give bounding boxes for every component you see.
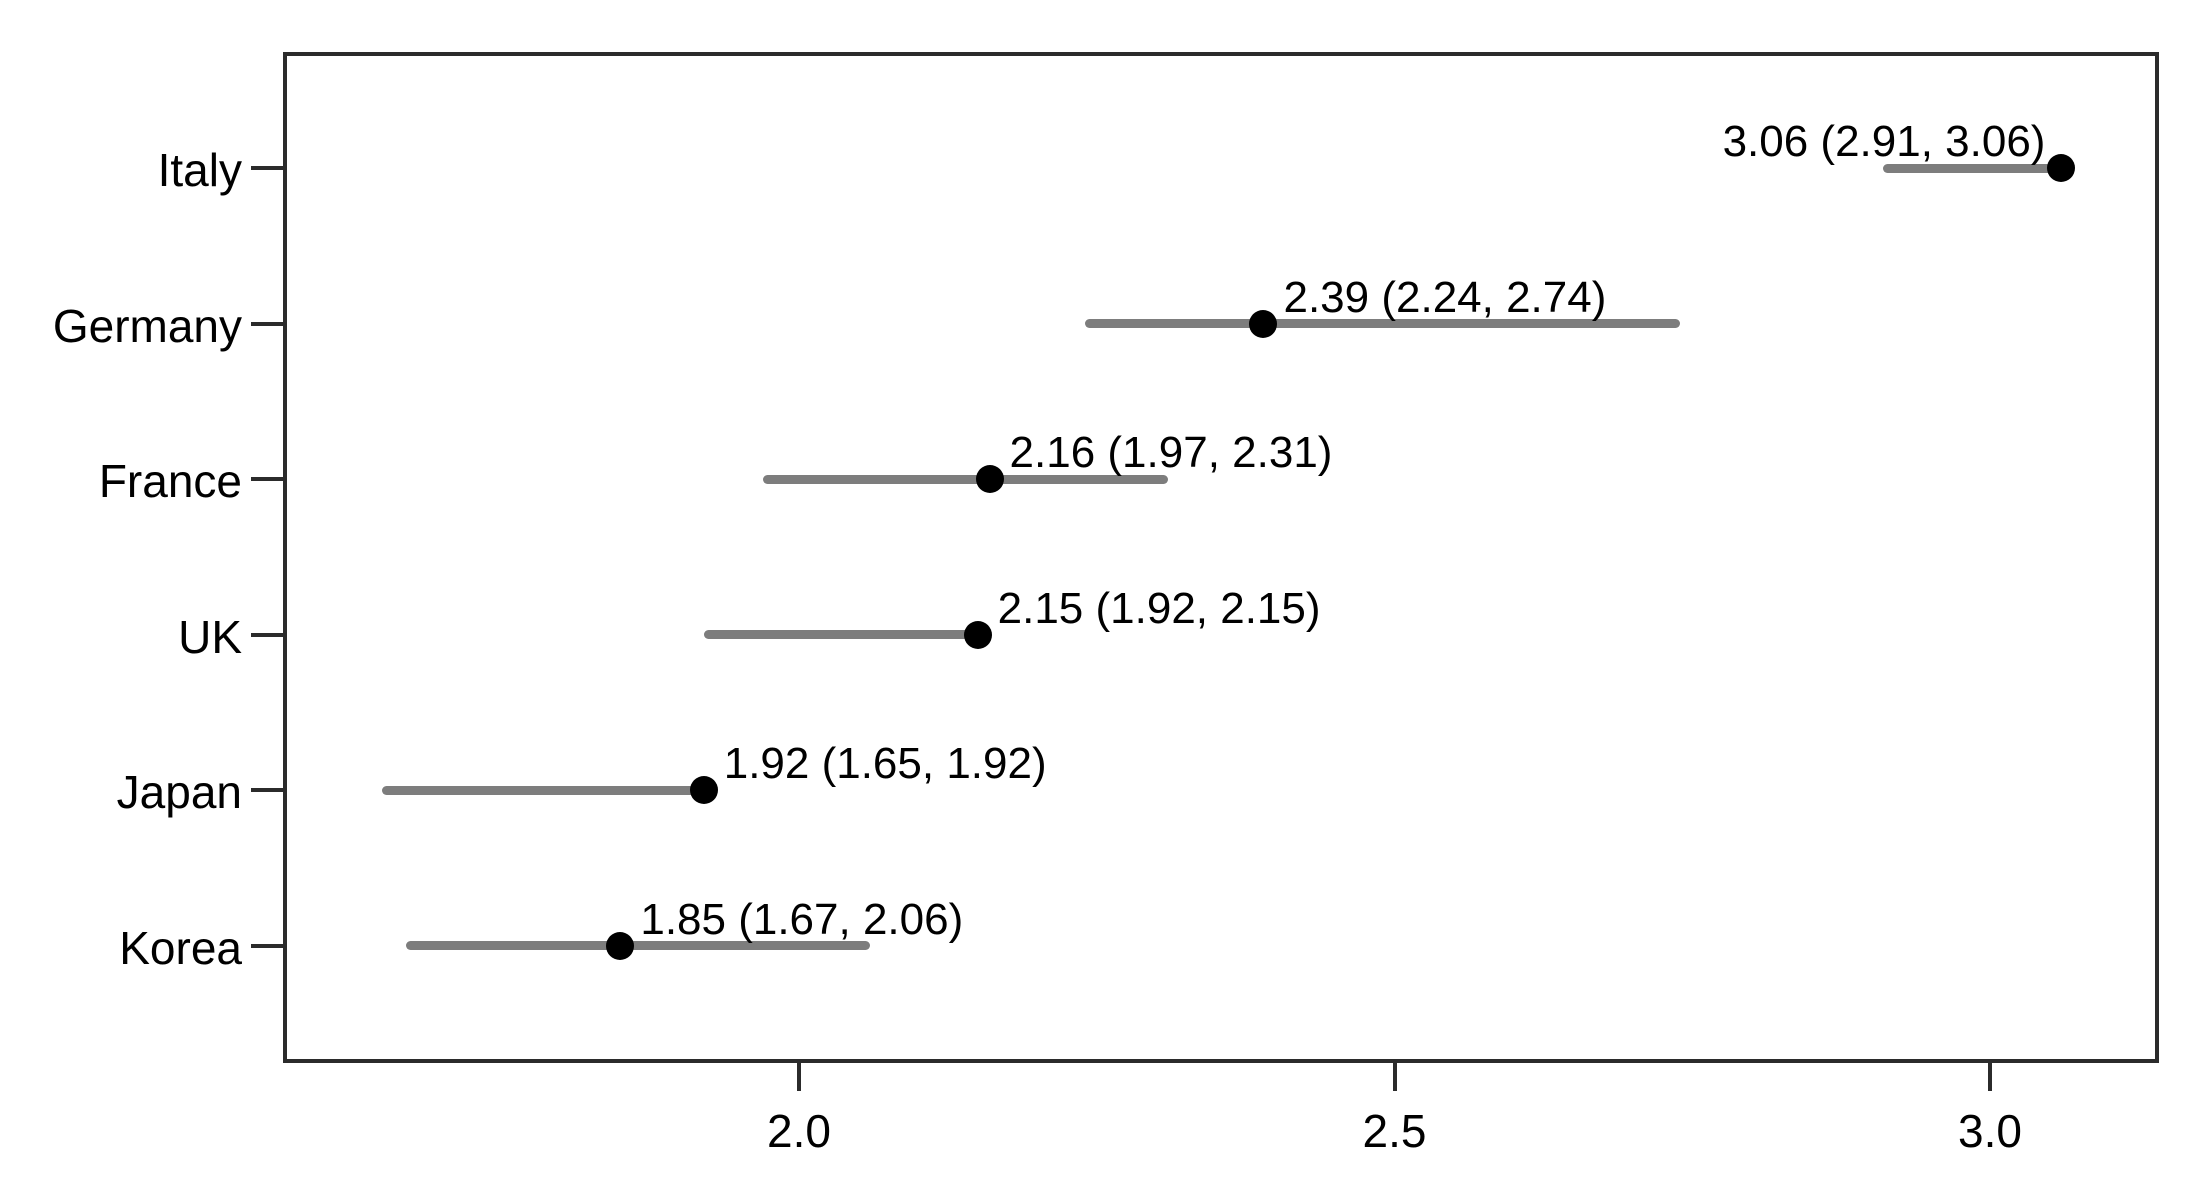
x-axis-tick-label: 3.0 xyxy=(1958,1105,2022,1157)
estimate-value-label: 1.92 (1.65, 1.92) xyxy=(723,739,1047,788)
confidence-interval-line xyxy=(382,785,704,795)
confidence-interval-line xyxy=(763,474,1169,484)
estimate-dot xyxy=(2047,154,2076,182)
x-axis-tick-label: 2.0 xyxy=(767,1105,831,1157)
estimate-value-label: 2.39 (2.24, 2.74) xyxy=(1283,272,1607,322)
y-axis-tick xyxy=(251,632,283,637)
estimate-value-label: 3.06 (2.91, 3.06) xyxy=(1722,117,2046,166)
x-axis-tick xyxy=(1392,1063,1397,1091)
estimate-dot xyxy=(689,776,718,804)
category-label-france: France xyxy=(98,455,242,507)
y-axis-tick xyxy=(251,943,283,948)
plot-box xyxy=(283,52,2159,1063)
estimate-dot xyxy=(1249,309,1278,338)
estimate-value-label: 2.15 (1.92, 2.15) xyxy=(997,583,1321,633)
estimate-dot xyxy=(606,931,635,960)
category-label-japan: Japan xyxy=(116,766,242,818)
confidence-interval-line xyxy=(405,941,871,950)
x-axis-tick xyxy=(1988,1063,1992,1091)
x-axis-tick-label: 2.5 xyxy=(1362,1105,1427,1157)
category-label-germany: Germany xyxy=(52,299,242,352)
y-axis-tick xyxy=(251,321,283,326)
y-axis-tick xyxy=(251,788,283,792)
confidence-interval-line xyxy=(1084,319,1681,328)
confidence-interval-line xyxy=(703,630,978,639)
estimate-value-label: 2.16 (1.97, 2.31) xyxy=(1009,428,1333,477)
category-label-italy: Italy xyxy=(157,144,242,196)
y-axis-tick xyxy=(251,477,283,481)
x-axis-tick xyxy=(797,1063,801,1091)
estimate-dot xyxy=(963,620,992,649)
confidence-interval-line xyxy=(1882,163,2062,173)
y-axis-tick xyxy=(251,166,283,170)
category-label-uk: UK xyxy=(178,610,242,663)
estimate-dot xyxy=(975,465,1004,493)
estimate-value-label: 1.85 (1.67, 2.06) xyxy=(640,894,964,944)
category-label-korea: Korea xyxy=(119,921,242,974)
